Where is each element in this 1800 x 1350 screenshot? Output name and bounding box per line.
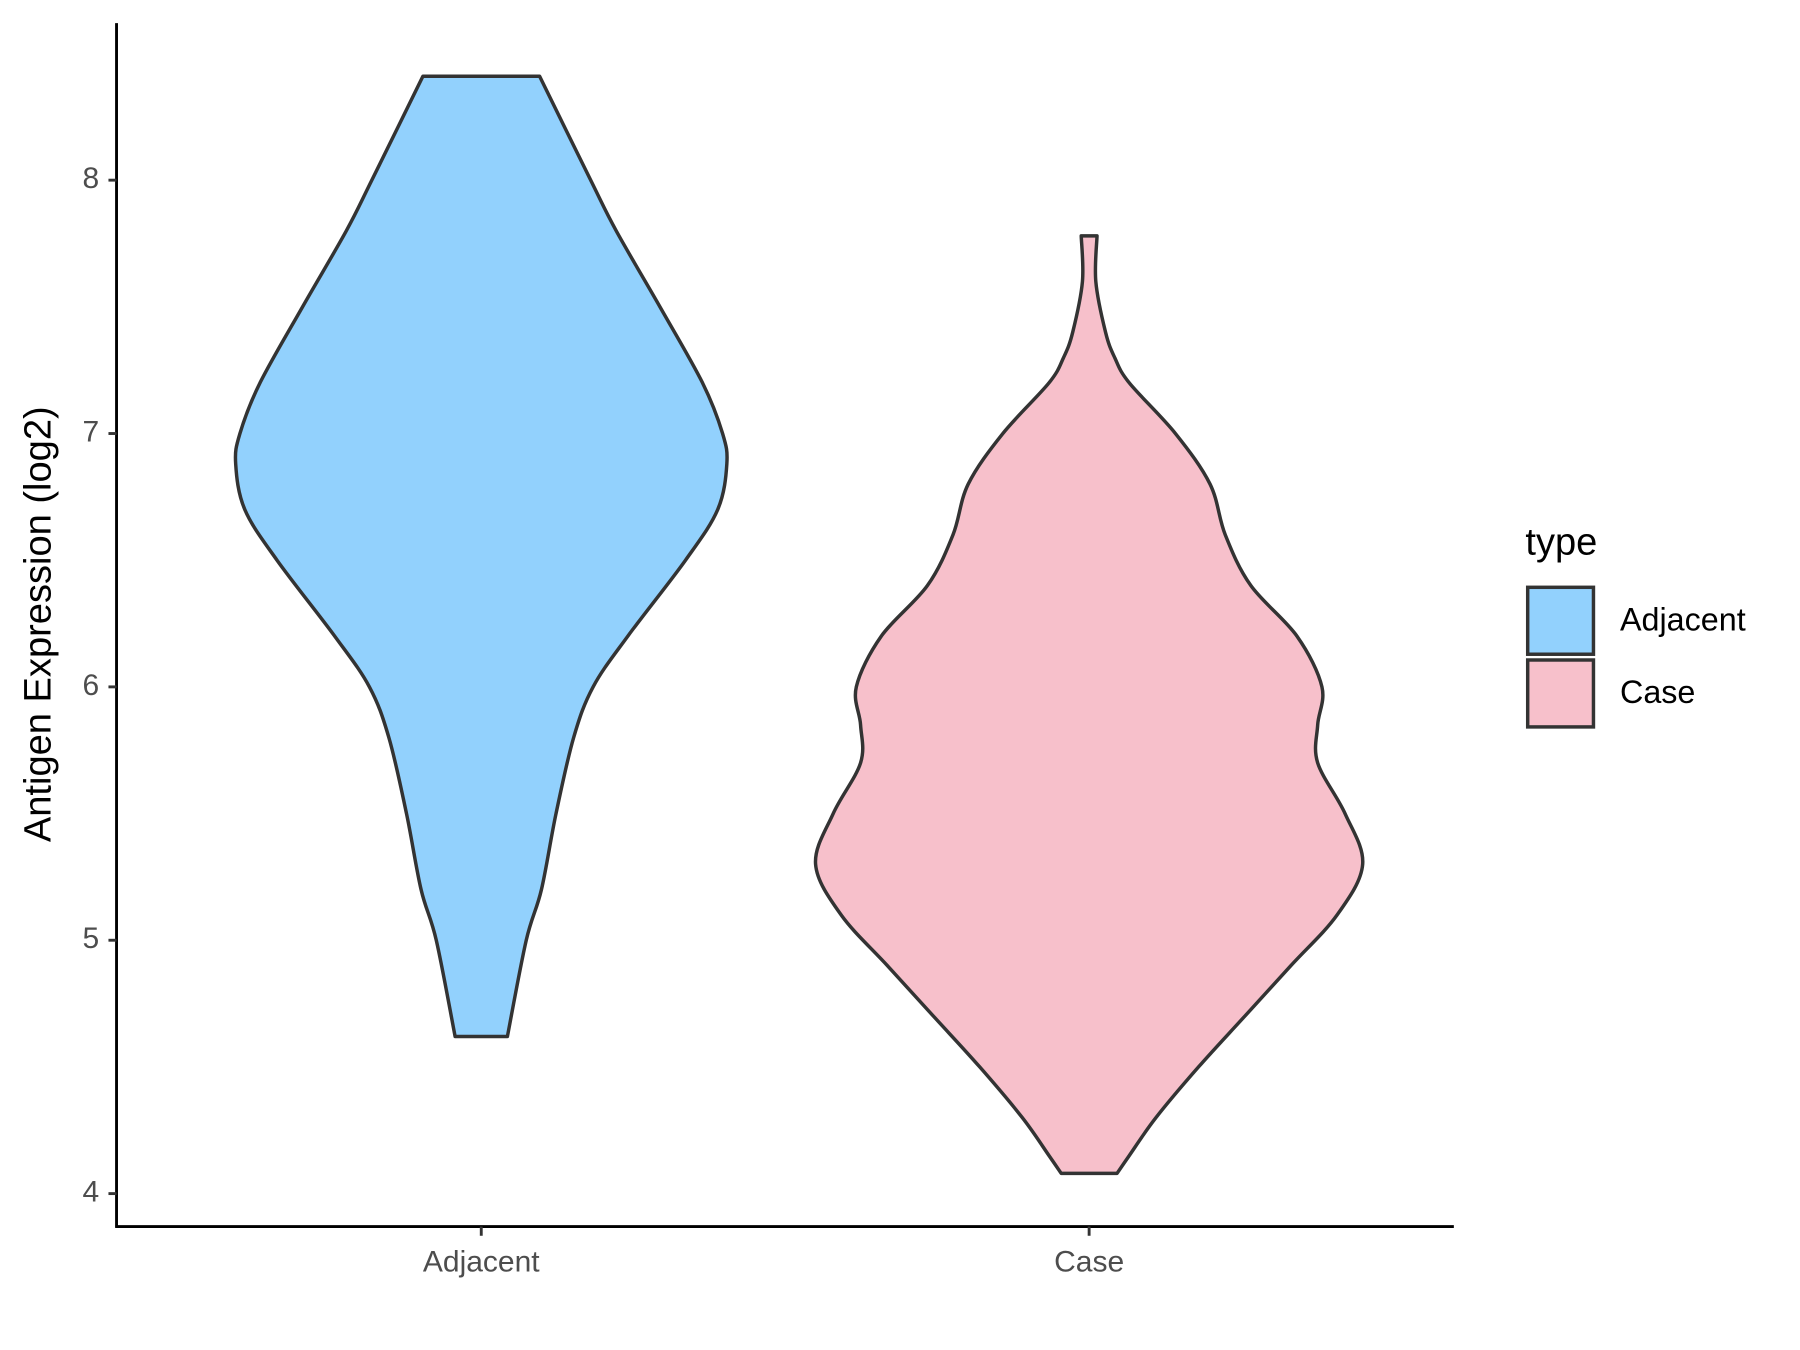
y-tick-label: 6 [83, 669, 100, 702]
violin [233, 74, 729, 1039]
y-tick-label: 7 [83, 415, 100, 448]
y-tick-label: 8 [83, 162, 100, 195]
legend-key [1525, 585, 1596, 656]
y-axis-title: Antigen Expression (log2) [17, 406, 59, 842]
y-tick-label: 5 [83, 922, 100, 955]
legend-key [1525, 658, 1596, 729]
violin [813, 234, 1365, 1176]
legend-title: type [1525, 522, 1597, 564]
legend-label: Adjacent [1620, 601, 1746, 637]
legend-label: Case [1620, 674, 1695, 710]
x-tick-label: Adjacent [423, 1245, 540, 1278]
y-tick-label: 4 [83, 1176, 100, 1209]
x-tick-label: Case [1054, 1245, 1124, 1278]
